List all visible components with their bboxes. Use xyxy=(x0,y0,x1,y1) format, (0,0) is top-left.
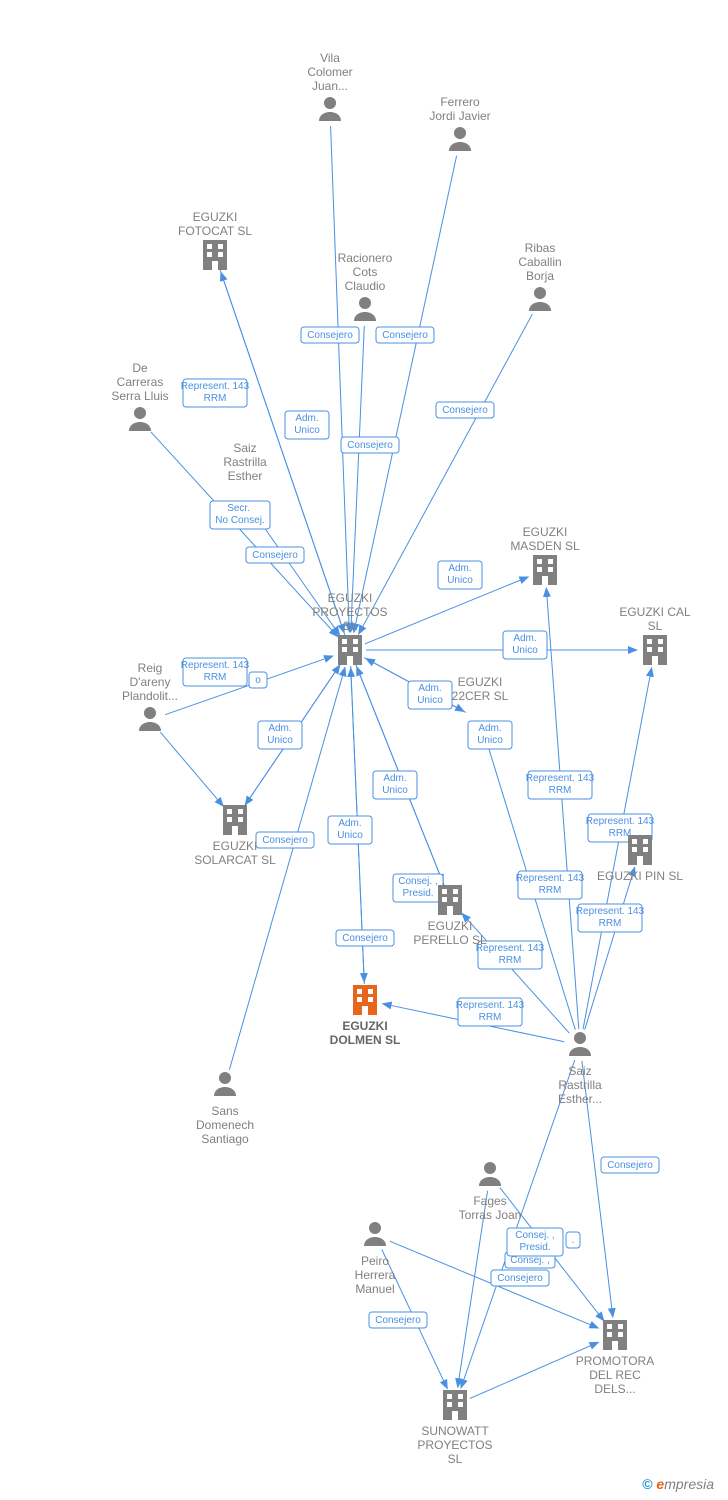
person-icon[interactable] xyxy=(364,1222,386,1246)
node-label: SUNOWATTPROYECTOSSL xyxy=(417,1424,492,1466)
edge-racionero-proyectos xyxy=(351,326,365,632)
building-icon[interactable] xyxy=(338,635,362,665)
person-icon[interactable] xyxy=(139,707,161,731)
node-label: SaizRastrillaEsther... xyxy=(558,1064,602,1106)
edge-label-text: Adm.Unico xyxy=(382,773,408,796)
node-label: EGUZKI22CER SL xyxy=(452,675,509,703)
building-icon[interactable] xyxy=(533,555,557,585)
node-label: EGUZKI CALSL xyxy=(619,605,691,633)
person-icon[interactable] xyxy=(214,1072,236,1096)
edge-label-text: Consejero xyxy=(347,440,393,451)
edge-label-text: Consejero xyxy=(607,1160,653,1171)
edge-label-text: Adm.Unico xyxy=(337,818,363,841)
person-icon[interactable] xyxy=(529,287,551,311)
node-label: RibasCaballinBorja xyxy=(518,241,561,283)
copyright-symbol: © xyxy=(642,1476,652,1492)
person-icon[interactable] xyxy=(449,127,471,151)
node-label: VilaColomerJuan... xyxy=(307,51,352,93)
edge-label-text: Adm.Unico xyxy=(477,723,503,746)
node-label: RacioneroCotsClaudio xyxy=(338,251,393,293)
person-icon[interactable] xyxy=(479,1162,501,1186)
edge-label-text: Consej. ,Presid. xyxy=(515,1230,554,1253)
node-label: PROMOTORADEL RECDELS... xyxy=(576,1354,654,1396)
node-label: FagesTorras Joan xyxy=(459,1194,522,1222)
node-label: EGUZKI PIN SL xyxy=(597,869,683,883)
edge-label-text: . xyxy=(572,1235,575,1246)
node-label: EGUZKIMASDEN SL xyxy=(510,525,580,553)
building-icon[interactable] xyxy=(223,805,247,835)
person-icon[interactable] xyxy=(129,407,151,431)
node-label: EGUZKIPERELLO SL xyxy=(413,919,487,947)
node-label: DeCarrerasSerra Lluis xyxy=(111,361,168,403)
edge-label-text: Consej. , xyxy=(510,1255,549,1266)
brand-rest: mpresia xyxy=(664,1476,714,1492)
edge-label-text: Adm.Unico xyxy=(267,723,293,746)
node-label: PeiroHerreraManuel xyxy=(355,1254,396,1296)
node-label: EGUZKIDOLMEN SL xyxy=(330,1019,401,1047)
network-diagram: ConsejeroConsejeroConsejeroConsejeroRepr… xyxy=(0,0,728,1500)
edge-label-text: o xyxy=(255,675,261,686)
node-label: FerreroJordi Javier xyxy=(429,95,490,123)
building-icon[interactable] xyxy=(628,835,652,865)
building-icon[interactable] xyxy=(643,635,667,665)
edge-label-text: Consejero xyxy=(262,835,308,846)
edge-label-text: Consejero xyxy=(307,330,353,341)
edge-reig-solarcat xyxy=(160,732,223,806)
footer: © empresia xyxy=(642,1476,714,1492)
edge-sunowatt-promotora xyxy=(470,1342,599,1398)
node-label: ReigD'arenyPlandolit... xyxy=(122,661,178,703)
edge-vila-proyectos xyxy=(331,126,350,632)
edge-label-text: Consej. ,Presid. xyxy=(398,876,437,899)
node-label: SansDomenechSantiago xyxy=(196,1104,254,1146)
edge-label-text: Consejero xyxy=(342,933,388,944)
building-icon[interactable] xyxy=(603,1320,627,1350)
edge-label-text: Consejero xyxy=(252,550,298,561)
node-label: EGUZKIFOTOCAT SL xyxy=(178,210,252,238)
person-icon[interactable] xyxy=(569,1032,591,1056)
person-icon[interactable] xyxy=(319,97,341,121)
edge-label-text: Consejero xyxy=(442,405,488,416)
edge-label-text: Consejero xyxy=(382,330,428,341)
building-icon[interactable] xyxy=(353,985,377,1015)
edge-label-text: Adm.Unico xyxy=(417,683,443,706)
edge-label-text: Consejero xyxy=(497,1273,543,1284)
edge-saiz2-sunowatt xyxy=(461,1060,575,1388)
person-icon[interactable] xyxy=(354,297,376,321)
edge-label-text: Adm.Unico xyxy=(447,563,473,586)
building-icon[interactable] xyxy=(203,240,227,270)
edge-label-text: Adm.Unico xyxy=(512,633,538,656)
edge-label-text: Consejero xyxy=(375,1315,421,1326)
edge-label-text: Adm.Unico xyxy=(294,413,320,436)
building-icon[interactable] xyxy=(438,885,462,915)
edge-saiz2-masden xyxy=(546,588,579,1029)
edge-saiz2-pin xyxy=(585,867,635,1030)
building-icon[interactable] xyxy=(443,1390,467,1420)
node-label: SaizRastrillaEsther xyxy=(223,441,267,483)
node-label: EGUZKIPROYECTOSSL xyxy=(312,591,387,633)
